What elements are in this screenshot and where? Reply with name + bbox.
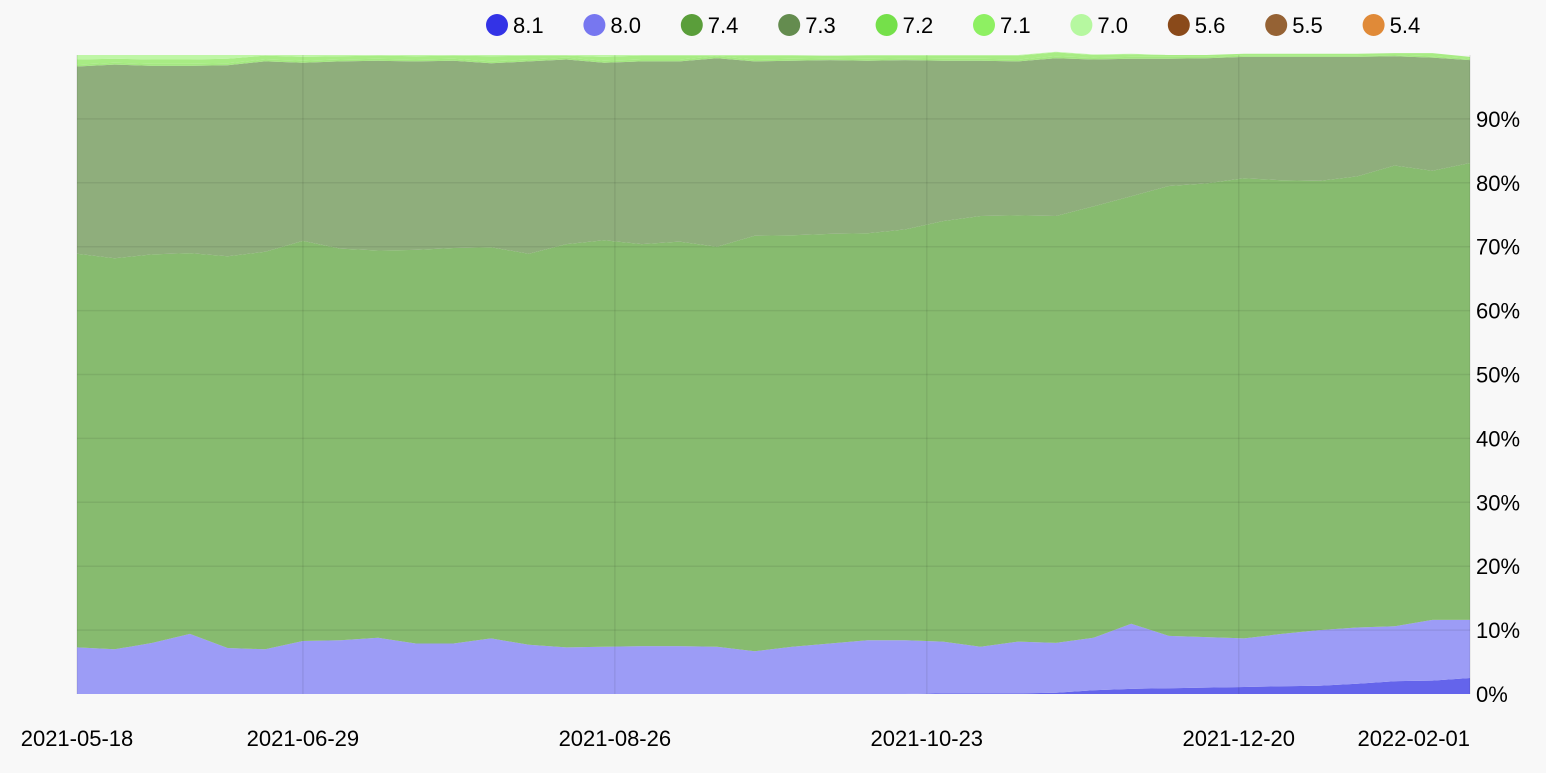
legend-swatch (486, 14, 508, 36)
legend-item-8-1[interactable]: 8.1 (486, 13, 544, 38)
legend-item-7-2[interactable]: 7.2 (875, 13, 934, 38)
legend-label: 5.6 (1195, 13, 1226, 38)
x-tick-label: 2021-12-20 (1182, 726, 1295, 751)
y-tick-label: 30% (1476, 490, 1520, 515)
legend-label: 5.4 (1390, 13, 1421, 38)
legend-item-5-5[interactable]: 5.5 (1265, 13, 1323, 38)
legend-label: 8.0 (610, 13, 641, 38)
legend-swatch (1167, 14, 1190, 36)
legend-swatch (973, 14, 995, 36)
chart-legend: 8.1 8.0 7.4 7.3 7.2 7.1 7.0 5.6 5.5 5.4 (486, 13, 1420, 38)
y-tick-label: 90% (1476, 107, 1520, 132)
legend-item-7-4[interactable]: 7.4 (680, 13, 739, 38)
legend-label: 5.5 (1292, 13, 1323, 38)
area-series-7-1 (77, 52, 1470, 65)
legend-label: 7.0 (1097, 13, 1128, 38)
x-tick-label: 2021-05-18 (21, 726, 134, 751)
legend-label: 7.2 (903, 13, 934, 38)
legend-swatch (1362, 14, 1385, 36)
legend-item-7-3[interactable]: 7.3 (778, 13, 836, 38)
area-series-7-3 (77, 56, 1470, 259)
legend-swatch (680, 14, 703, 36)
legend-label: 7.3 (805, 13, 836, 38)
legend-item-8-0[interactable]: 8.0 (583, 13, 641, 38)
x-axis-ticks: 2021-05-18 2021-06-29 2021-08-26 2021-10-23… (21, 726, 1470, 751)
legend-label: 7.4 (708, 13, 739, 38)
series-areas (77, 51, 1470, 694)
y-tick-label: 70% (1476, 235, 1520, 260)
area-series-8-1 (77, 678, 1470, 694)
y-tick-label: 10% (1476, 618, 1520, 643)
x-tick-label: 2021-06-29 (247, 726, 360, 751)
x-tick-label: 2021-10-23 (871, 726, 984, 751)
x-tick-label: 2021-08-26 (559, 726, 672, 751)
area-series-7-2 (77, 55, 1470, 67)
legend-swatch (778, 14, 801, 36)
y-tick-label: 40% (1476, 426, 1520, 451)
legend-item-5-6[interactable]: 5.6 (1167, 13, 1226, 38)
legend-item-7-1[interactable]: 7.1 (973, 13, 1031, 38)
y-tick-label: 50% (1476, 363, 1520, 388)
legend-label: 8.1 (513, 13, 544, 38)
area-series-7-4 (77, 163, 1470, 652)
gridlines (76, 55, 1471, 694)
y-tick-label: 80% (1476, 171, 1520, 196)
y-tick-label: 60% (1476, 299, 1520, 324)
legend-swatch (583, 14, 606, 36)
legend-swatch (1070, 14, 1093, 36)
legend-item-7-0[interactable]: 7.0 (1070, 13, 1128, 38)
y-tick-label: 20% (1476, 554, 1520, 579)
legend-swatch (875, 14, 898, 36)
legend-label: 7.1 (1000, 13, 1031, 38)
legend-swatch (1265, 14, 1288, 36)
legend-item-5-4[interactable]: 5.4 (1362, 13, 1421, 38)
y-tick-label: 0% (1476, 682, 1508, 707)
y-axis-ticks: 0% 10% 20% 30% 40% 50% 60% 70% 80% 90% (1476, 107, 1520, 707)
x-tick-label: 2022-02-01 (1357, 726, 1470, 751)
area-series-8-0 (77, 619, 1470, 694)
area-series-7-0 (77, 51, 1470, 60)
